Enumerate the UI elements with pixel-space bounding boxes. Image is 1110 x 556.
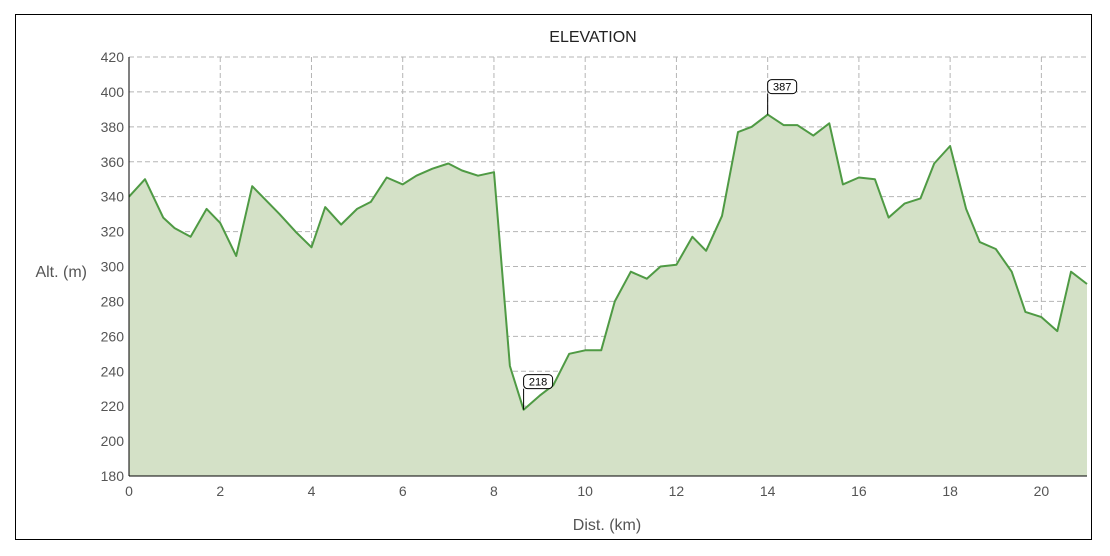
y-tick-label: 320 <box>101 224 125 240</box>
x-tick-label: 10 <box>577 483 593 499</box>
x-tick-label: 16 <box>851 483 867 499</box>
y-tick-label: 220 <box>101 398 125 414</box>
x-tick-label: 4 <box>308 483 316 499</box>
y-tick-label: 400 <box>101 84 125 100</box>
chart-title: ELEVATION <box>549 29 636 46</box>
x-tick-label: 18 <box>942 483 958 499</box>
elevation-line <box>128 113 1088 411</box>
x-tick-label: 8 <box>490 483 498 499</box>
annotation-box <box>767 79 798 95</box>
annotation-box <box>523 374 554 390</box>
x-tick-label: 6 <box>399 483 407 499</box>
elevation-area <box>129 114 1087 476</box>
y-tick-label: 260 <box>101 328 125 344</box>
annotations: 218 387 <box>523 79 798 410</box>
x-tick-label: 0 <box>125 483 133 499</box>
annotation-marker: 387 <box>767 79 798 115</box>
x-tick-label: 12 <box>669 483 685 499</box>
x-tick-label: 2 <box>216 483 224 499</box>
y-tick-label: 240 <box>101 363 125 379</box>
y-axis-title: Alt. (m) <box>35 264 87 281</box>
y-tick-label: 200 <box>101 433 125 449</box>
y-tick-label: 360 <box>101 154 125 170</box>
axes: 1802002202402602803003203403603804004200… <box>101 49 1087 499</box>
y-tick-label: 280 <box>101 293 125 309</box>
y-tick-label: 420 <box>101 49 125 65</box>
x-tick-label: 20 <box>1034 483 1050 499</box>
annotation-marker: 218 <box>523 374 554 410</box>
y-tick-label: 340 <box>101 189 125 205</box>
x-tick-label: 14 <box>760 483 776 499</box>
series <box>128 113 1088 476</box>
y-tick-label: 380 <box>101 119 125 135</box>
annotation-label: 387 <box>773 82 791 94</box>
x-axis-title: Dist. (km) <box>573 517 641 534</box>
y-tick-label: 300 <box>101 259 125 275</box>
annotation-label: 218 <box>529 377 547 389</box>
elevation-chart: 1802002202402602803003203403603804004200… <box>35 29 1088 534</box>
chart-frame: 180 200 220 240 260 280 300 320 340 360 380 400 420 0… <box>15 14 1092 540</box>
y-tick-label: 180 <box>101 468 125 484</box>
